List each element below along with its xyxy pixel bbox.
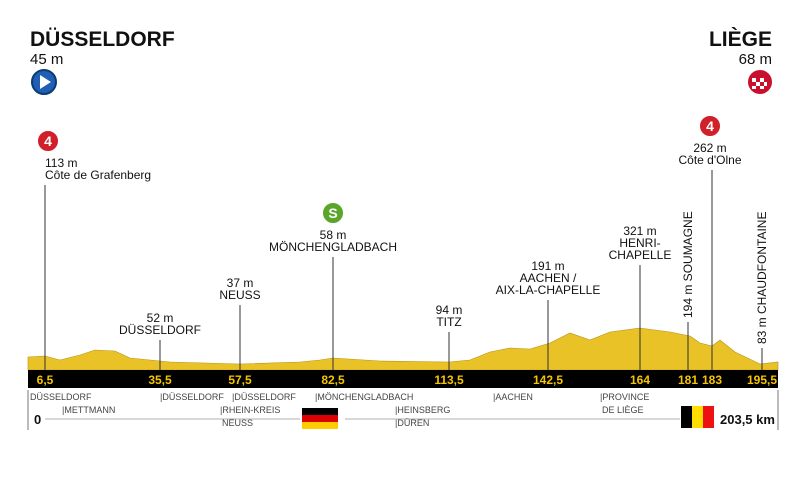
point-label: 113 m (45, 156, 77, 170)
point-label: HENRI- (619, 236, 660, 250)
km-label: 6,5 (37, 373, 54, 387)
region-label: |METTMANN (62, 405, 115, 415)
km-label: 181 (678, 373, 698, 387)
point-label: 191 m (531, 259, 564, 273)
badge (36, 129, 60, 153)
region-label: |HEINSBERG (395, 405, 450, 415)
flag-germany (302, 408, 338, 429)
km-label: 183 (702, 373, 722, 387)
point-label: 321 m (623, 224, 656, 238)
point-label: NEUSS (219, 288, 260, 302)
point-label: AACHEN / (520, 271, 577, 285)
point-label: 194 m SOUMAGNE (681, 211, 695, 318)
region-label: |AACHEN (493, 392, 533, 402)
region-label: |DÜSSELDORF (160, 392, 224, 402)
km-label: 195,5 (747, 373, 777, 387)
point-label: DÜSSELDORF (119, 323, 201, 337)
region-label: |MÖNCHENGLADBACH (315, 392, 413, 402)
distance-end: 203,5 km (720, 412, 775, 427)
finish-icon (748, 70, 772, 94)
badge-label: 4 (44, 133, 52, 149)
point-label: TITZ (436, 315, 461, 329)
point-label: 262 m (693, 141, 726, 155)
km-label: 113,5 (434, 373, 464, 387)
distance-start: 0 (34, 412, 41, 427)
point-label: Côte de Grafenberg (45, 168, 151, 182)
start-altitude: 45 m (30, 51, 63, 68)
region-label: |DÜREN (395, 418, 429, 428)
finish-altitude: 68 m (739, 51, 772, 68)
badge (698, 114, 722, 138)
point-label: 83 m CHAUDFONTAINE (755, 212, 769, 344)
point-label: MÖNCHENGLADBACH (269, 240, 397, 254)
flag-belgium (681, 406, 714, 428)
point-label: 94 m (436, 303, 463, 317)
region-label: |PROVINCE (600, 392, 649, 402)
start-name: DÜSSELDORF (30, 28, 175, 51)
point-label: 37 m (227, 276, 254, 290)
badge (321, 201, 345, 225)
region-label: |RHEIN-KREIS (220, 405, 280, 415)
point-label: AIX-LA-CHAPELLE (496, 283, 601, 297)
km-bar (28, 370, 778, 388)
terrain (27, 327, 779, 371)
point-label: CHAPELLE (609, 248, 672, 262)
region-label: DÜSSELDORF (30, 392, 92, 402)
region-label: NEUSS (222, 418, 253, 428)
finish-name: LIÈGE (709, 28, 772, 51)
badge-label: 4 (706, 118, 714, 134)
point-label: 52 m (147, 311, 174, 325)
start-icon (31, 69, 57, 95)
region-label: |DÜSSELDORF (232, 392, 296, 402)
km-label: 164 (630, 373, 650, 387)
km-label: 57,5 (228, 373, 252, 387)
point-label: Côte d'Olne (679, 153, 742, 167)
km-label: 35,5 (148, 373, 172, 387)
region-label: DE LIÈGE (602, 405, 644, 415)
km-label: 82,5 (321, 373, 345, 387)
badge-label: S (328, 205, 337, 221)
km-label: 142,5 (533, 373, 563, 387)
point-label: 58 m (320, 228, 347, 242)
